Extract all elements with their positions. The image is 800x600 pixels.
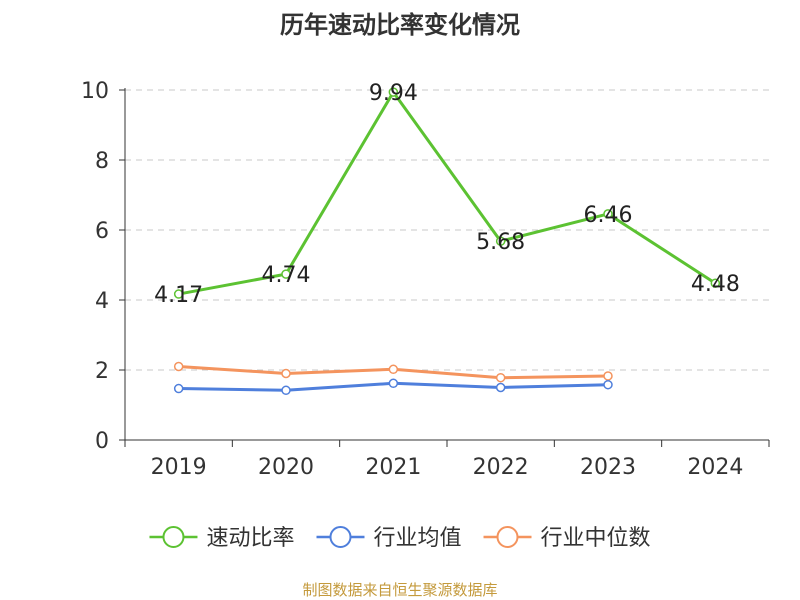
- x-tick-label: 2021: [365, 455, 421, 480]
- y-tick-label: 10: [81, 79, 109, 104]
- series-industry-median: [173, 361, 613, 383]
- legend[interactable]: 速动比率 行业均值 行业中位数: [149, 526, 651, 551]
- axes: 0 2 4 6 8 10 2019 2020 2021 2022 2023 2024: [81, 79, 770, 480]
- x-tick-label: 2022: [473, 455, 529, 480]
- data-point[interactable]: [495, 236, 506, 246]
- y-tick-label: 0: [95, 429, 109, 454]
- data-point[interactable]: [388, 87, 399, 97]
- legend-symbol-marker: [329, 526, 352, 548]
- x-tick-label: 2023: [580, 455, 636, 480]
- data-label: 6.46: [584, 203, 633, 228]
- data-point[interactable]: [603, 379, 613, 390]
- legend-item-industry-median[interactable]: 行业中位数: [483, 526, 651, 551]
- data-point[interactable]: [495, 382, 506, 393]
- data-point[interactable]: [603, 371, 613, 381]
- y-tick-label: 8: [95, 149, 109, 174]
- series-industry-mean: [173, 378, 613, 396]
- x-tick-label: 2019: [151, 455, 207, 480]
- data-label: 9.94: [369, 81, 418, 106]
- data-point[interactable]: [173, 289, 184, 299]
- data-label: 5.68: [476, 230, 525, 255]
- chart-title: 历年速动比率变化情况: [280, 11, 520, 39]
- data-point[interactable]: [603, 209, 613, 219]
- legend-item-industry-mean[interactable]: 行业均值: [316, 526, 462, 551]
- data-point[interactable]: [281, 368, 291, 379]
- series-line: [178, 90, 717, 296]
- data-point[interactable]: [495, 372, 506, 383]
- data-labels: 4.17 4.74 9.94 5.68 6.46 4.48: [154, 81, 740, 308]
- gridlines: [125, 89, 769, 371]
- data-label: 4.48: [691, 272, 740, 297]
- data-point[interactable]: [710, 278, 721, 288]
- legend-symbol-marker: [496, 526, 519, 548]
- legend-label: 行业均值: [373, 526, 461, 551]
- legend-item-quick-ratio[interactable]: 速动比率: [149, 526, 294, 551]
- legend-symbol-marker: [162, 526, 185, 548]
- data-label: 4.17: [154, 283, 203, 308]
- legend-label: 速动比率: [206, 526, 294, 551]
- y-tick-label: 2: [95, 359, 109, 384]
- data-point[interactable]: [388, 378, 399, 389]
- data-point[interactable]: [173, 383, 184, 394]
- legend-label: 行业中位数: [541, 526, 651, 551]
- y-tick-label: 6: [95, 219, 109, 244]
- x-tick-label: 2020: [258, 455, 314, 480]
- x-tick-label: 2024: [687, 455, 743, 480]
- data-point[interactable]: [281, 269, 291, 279]
- data-point[interactable]: [388, 364, 399, 375]
- data-label: 4.74: [262, 263, 311, 288]
- series-quick-ratio: [173, 87, 721, 299]
- source-note: 制图数据来自恒生聚源数据库: [302, 581, 497, 599]
- data-point[interactable]: [173, 361, 184, 372]
- y-tick-label: 4: [95, 289, 109, 314]
- series-lines: [173, 87, 721, 396]
- data-point[interactable]: [281, 385, 291, 396]
